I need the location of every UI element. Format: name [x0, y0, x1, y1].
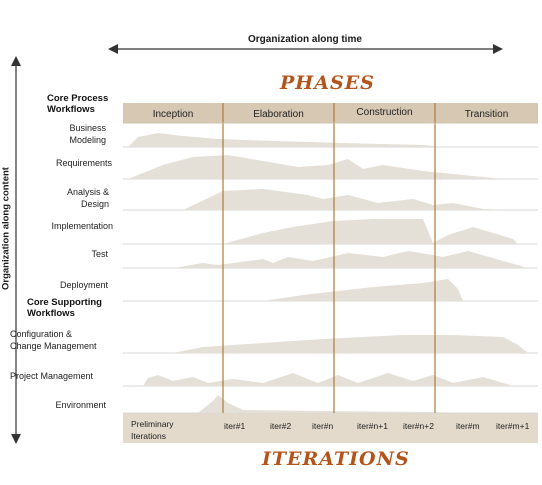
workflow-activity-hump: [128, 155, 503, 179]
workflow-activity-hump: [223, 219, 518, 244]
workflow-activity-hump: [173, 335, 528, 353]
phase-transition: Transition: [464, 109, 509, 120]
time-axis-label: Organization along time: [248, 34, 362, 45]
workflow-activity-hump: [128, 133, 443, 147]
iteration-footer-band: [123, 413, 538, 443]
workflow-analysis-design: Analysis & Design: [66, 187, 109, 209]
workflow-requirements: Requirements: [55, 158, 112, 168]
workflow-config-change: Configuration & Change Management: [10, 329, 97, 351]
phase-construction: Construction: [356, 107, 413, 118]
iteration-m: iter#m: [456, 421, 480, 431]
phase-elaboration: Elaboration: [253, 109, 304, 120]
iteration-preliminary: Preliminary Iterations: [131, 419, 174, 441]
workflow-environment: Environment: [55, 400, 106, 410]
phases-title: PHASES: [280, 72, 375, 94]
workflow-activity-hump: [143, 373, 513, 386]
iteration-2: iter#2: [270, 421, 292, 431]
workflow-activity-hump: [198, 395, 503, 413]
workflow-chart: [123, 103, 538, 443]
workflow-activity-hump: [263, 279, 463, 301]
iteration-n: iter#n: [312, 421, 334, 431]
iteration-n-plus-2: iter#n+2: [403, 421, 434, 431]
workflow-deployment: Deployment: [59, 280, 108, 290]
workflow-activity-hump: [173, 251, 528, 268]
workflow-activity-hump: [183, 189, 508, 210]
phase-inception: Inception: [152, 109, 194, 120]
content-arrow: [11, 56, 21, 444]
core-supporting-label: Core Supporting Workflows: [27, 297, 102, 319]
iteration-1: iter#1: [224, 421, 246, 431]
workflow-test: Test: [91, 249, 108, 259]
core-process-label: Core Process Workflows: [47, 93, 109, 115]
iterations-title: ITERATIONS: [262, 448, 410, 470]
workflow-business-modeling: Business Modeling: [69, 123, 106, 145]
time-arrow: [108, 44, 503, 54]
phase-header-band: [123, 103, 538, 123]
iteration-n-plus-1: iter#n+1: [357, 421, 388, 431]
workflow-implementation: Implementation: [51, 221, 113, 231]
content-axis-label: Organization along content: [0, 167, 12, 290]
iteration-m-plus-1: iter#m+1: [496, 421, 530, 431]
workflow-project-management: Project Management: [10, 371, 94, 381]
